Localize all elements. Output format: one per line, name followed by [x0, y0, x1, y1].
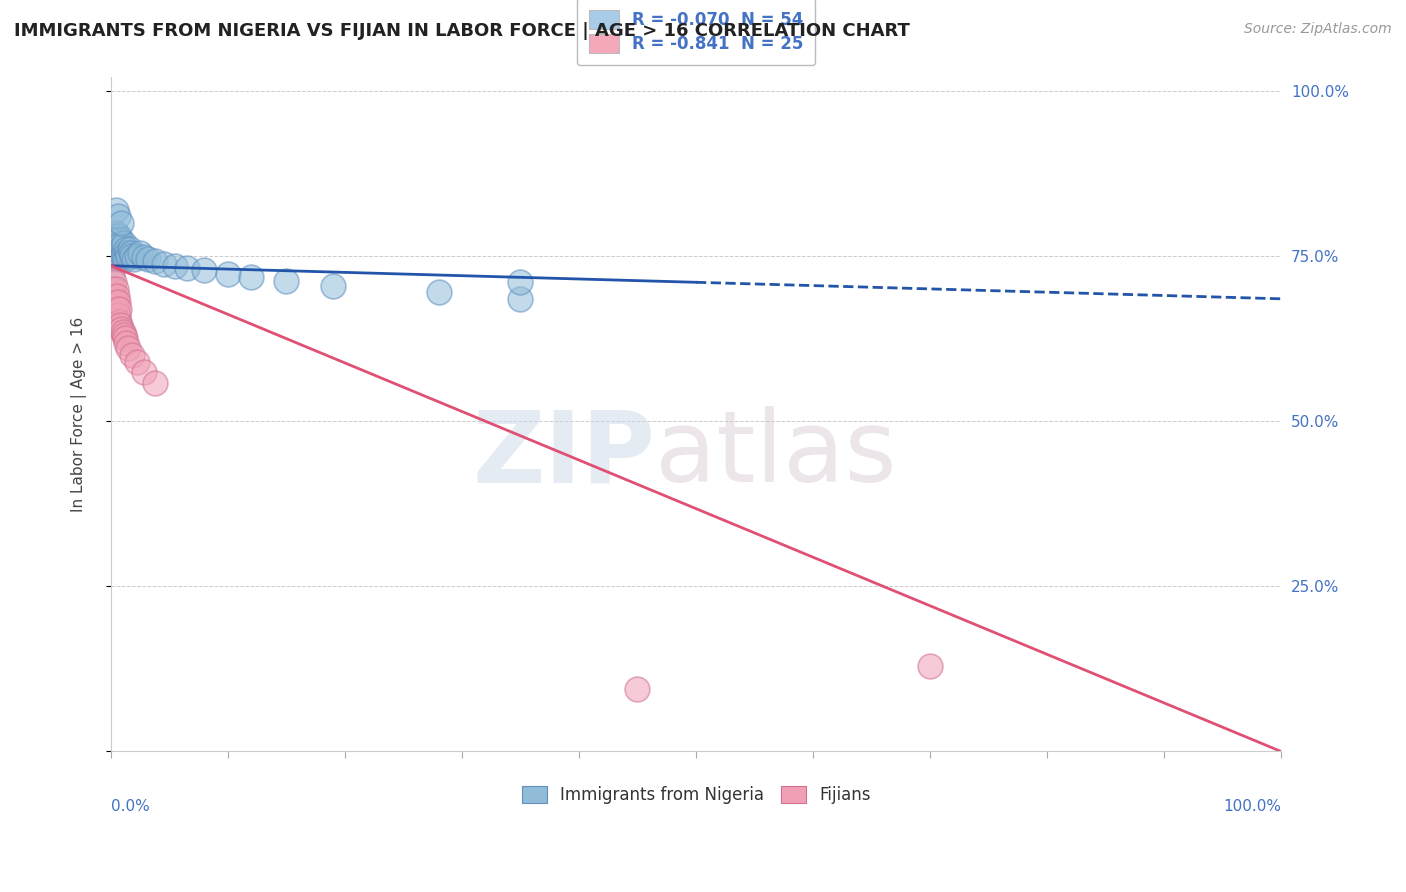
- Point: [110, 245, 132, 260]
- Point: [105, 229, 128, 244]
- Legend: Immigrants from Nigeria, Fijians: Immigrants from Nigeria, Fijians: [515, 779, 877, 811]
- Point: [125, 354, 148, 368]
- Point: [118, 242, 141, 256]
- Point: [110, 252, 132, 267]
- Point: [143, 254, 166, 268]
- Point: [120, 245, 142, 260]
- Point: [107, 232, 129, 246]
- Text: Source: ZipAtlas.com: Source: ZipAtlas.com: [1244, 22, 1392, 37]
- Point: [104, 245, 127, 260]
- Point: [105, 301, 128, 316]
- Text: IMMIGRANTS FROM NIGERIA VS FIJIAN IN LABOR FORCE | AGE > 16 CORRELATION CHART: IMMIGRANTS FROM NIGERIA VS FIJIAN IN LAB…: [14, 22, 910, 40]
- Point: [108, 249, 131, 263]
- Point: [103, 275, 125, 289]
- Point: [110, 216, 132, 230]
- Point: [104, 226, 127, 240]
- Point: [101, 268, 124, 283]
- Point: [132, 250, 155, 264]
- Point: [104, 202, 127, 217]
- Point: [111, 239, 134, 253]
- Point: [107, 252, 129, 267]
- Point: [104, 295, 127, 310]
- Point: [115, 245, 138, 260]
- Point: [143, 376, 166, 390]
- Point: [125, 249, 148, 263]
- Point: [112, 328, 135, 343]
- Point: [112, 235, 135, 250]
- Point: [111, 325, 134, 339]
- Point: [165, 259, 187, 273]
- Point: [103, 282, 125, 296]
- Point: [110, 242, 132, 256]
- Point: [217, 268, 239, 282]
- Text: 100.0%: 100.0%: [1223, 798, 1281, 814]
- Point: [509, 292, 531, 306]
- Point: [193, 263, 215, 277]
- Text: atlas: atlas: [655, 407, 897, 503]
- Point: [117, 249, 139, 263]
- Point: [108, 239, 131, 253]
- Point: [103, 242, 125, 256]
- Point: [111, 249, 134, 263]
- Point: [108, 229, 131, 244]
- Point: [626, 681, 648, 696]
- Point: [110, 321, 132, 335]
- Y-axis label: In Labor Force | Age > 16: In Labor Force | Age > 16: [72, 317, 87, 512]
- Point: [918, 658, 941, 673]
- Point: [114, 331, 136, 345]
- Point: [103, 229, 125, 244]
- Point: [103, 252, 125, 267]
- Point: [108, 315, 131, 329]
- Point: [115, 242, 138, 256]
- Point: [110, 235, 132, 250]
- Point: [105, 288, 128, 302]
- Point: [117, 342, 139, 356]
- Point: [121, 249, 143, 263]
- Point: [132, 364, 155, 378]
- Point: [105, 249, 128, 263]
- Point: [104, 235, 127, 250]
- Point: [427, 285, 450, 300]
- Point: [108, 301, 131, 316]
- Point: [136, 252, 159, 267]
- Point: [103, 288, 125, 302]
- Point: [122, 252, 145, 267]
- Point: [240, 270, 263, 285]
- Text: ZIP: ZIP: [472, 407, 655, 503]
- Point: [103, 239, 125, 253]
- Point: [107, 295, 129, 310]
- Point: [114, 252, 136, 267]
- Point: [276, 274, 298, 288]
- Point: [105, 239, 128, 253]
- Point: [509, 275, 531, 289]
- Point: [107, 242, 129, 256]
- Point: [176, 260, 198, 275]
- Point: [110, 232, 132, 246]
- Point: [129, 245, 152, 260]
- Point: [107, 209, 129, 223]
- Point: [115, 336, 138, 351]
- Point: [101, 262, 124, 277]
- Point: [121, 348, 143, 362]
- Point: [103, 249, 125, 263]
- Point: [110, 318, 132, 333]
- Point: [104, 282, 127, 296]
- Point: [112, 245, 135, 260]
- Point: [107, 309, 129, 323]
- Point: [152, 257, 174, 271]
- Text: 0.0%: 0.0%: [111, 798, 149, 814]
- Point: [322, 278, 344, 293]
